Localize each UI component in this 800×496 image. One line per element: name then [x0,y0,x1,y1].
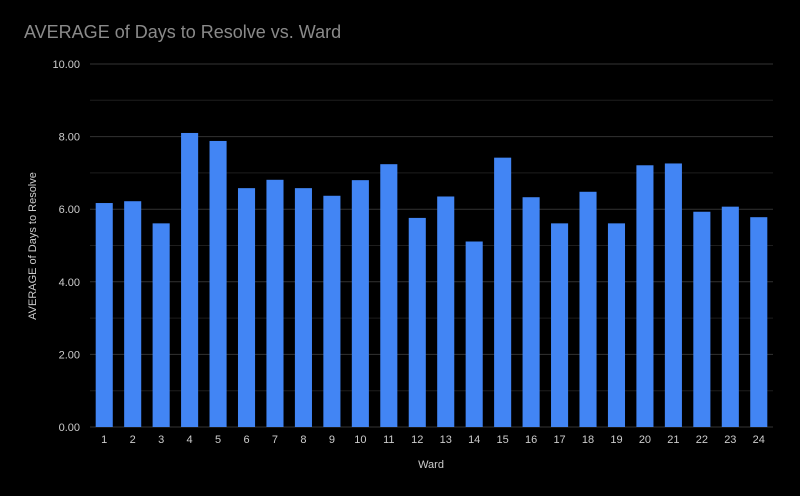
x-tick-label: 24 [753,434,765,446]
bar-ward-12 [408,217,426,427]
x-tick-label: 10 [354,434,366,446]
gridlines [90,63,773,428]
x-tick-label: 21 [667,434,679,446]
y-tick-label: 4.00 [59,277,80,289]
x-tick-label: 18 [582,434,594,446]
bar-ward-22 [693,211,711,427]
bar-ward-15 [494,157,512,428]
bar-ward-14 [465,241,483,427]
bar-ward-17 [551,223,569,427]
bar-ward-5 [209,140,227,427]
x-tick-label: 22 [696,434,708,446]
bars [95,132,768,428]
y-tick-label: 2.00 [59,349,80,361]
x-tick-label: 11 [383,434,394,446]
x-tick-label: 16 [525,434,537,446]
bar-ward-20 [636,165,654,428]
x-tick-label: 20 [639,434,651,446]
x-tick-label: 15 [497,434,509,446]
x-axis-label: Ward [418,459,444,471]
y-axis-label: AVERAGE of Days to Resolve [27,172,39,320]
x-tick-label: 19 [610,434,622,446]
bar-ward-2 [124,201,142,427]
bar-ward-11 [380,164,398,428]
x-tick-label: 14 [468,434,480,446]
chart-title: AVERAGE of Days to Resolve vs. Ward [24,22,342,42]
y-axis-ticks: 0.00 2.00 4.00 6.00 8.00 10.00 [52,59,80,434]
x-tick-label: 1 [101,434,107,446]
x-tick-label: 17 [553,434,565,446]
bar-ward-13 [437,196,455,427]
x-tick-label: 4 [187,434,193,446]
y-tick-label: 8.00 [59,132,80,144]
bar-ward-10 [351,180,369,427]
x-tick-label: 12 [411,434,423,446]
bar-ward-3 [152,223,170,427]
x-tick-label: 2 [130,434,136,446]
y-tick-label: 10.00 [52,59,80,71]
bar-ward-18 [579,191,597,427]
x-tick-label: 8 [300,434,306,446]
x-tick-label: 9 [329,434,335,446]
x-tick-label: 6 [243,434,249,446]
x-tick-label: 7 [272,434,278,446]
bar-ward-16 [522,197,540,427]
bar-ward-6 [237,188,256,427]
bar-ward-23 [721,206,739,427]
bar-ward-9 [323,195,341,427]
bar-ward-7 [266,179,284,427]
bar-ward-24 [750,217,768,427]
bar-ward-1 [95,203,113,427]
x-tick-label: 5 [215,434,221,446]
y-tick-label: 0.00 [59,422,80,434]
bar-ward-4 [181,132,199,427]
bar-ward-8 [294,188,312,427]
x-tick-label: 3 [158,434,164,446]
x-axis-ticks: 1 2 3 4 5 6 7 8 9 10 11 12 13 14 15 16 17 18 19 20 21 22 23 24 [101,434,765,446]
x-tick-label: 13 [440,434,452,446]
x-tick-label: 23 [724,434,736,446]
y-tick-label: 6.00 [59,204,80,216]
bar-ward-19 [607,223,626,427]
bar-ward-21 [664,163,682,427]
